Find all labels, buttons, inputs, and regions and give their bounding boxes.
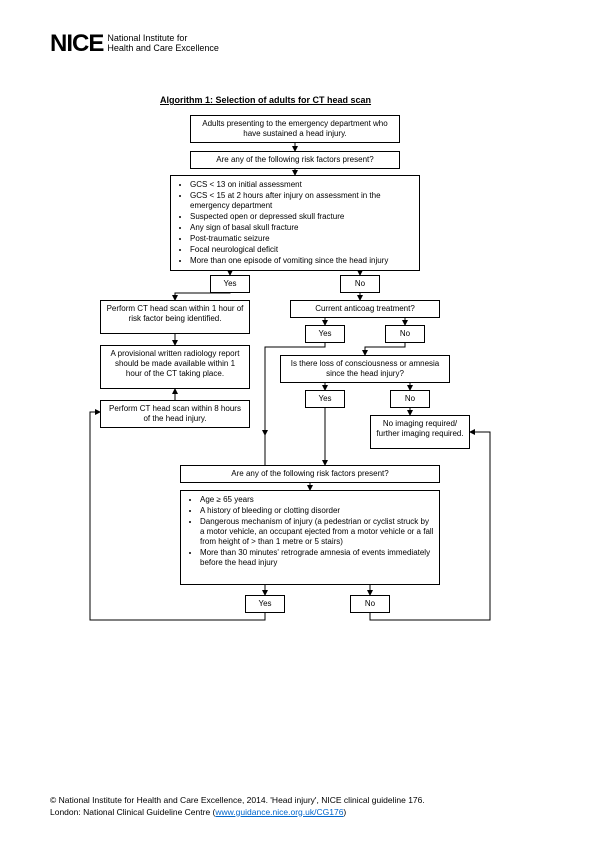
node-no2: No	[385, 325, 425, 343]
node-n4: Perform CT head scan within 1 hour of ri…	[100, 300, 250, 334]
logo-mark: NICE	[50, 30, 103, 58]
node-yes3: Yes	[305, 390, 345, 408]
node-n7: Is there loss of consciousness or amnesi…	[280, 355, 450, 383]
logo-text: National Institute for Health and Care E…	[107, 34, 219, 54]
node-no4: No	[350, 595, 390, 613]
node-no1: No	[340, 275, 380, 293]
node-yes4: Yes	[245, 595, 285, 613]
node-yes2: Yes	[305, 325, 345, 343]
node-n3: GCS < 13 on initial assessmentGCS < 15 a…	[170, 175, 420, 271]
node-n9: No imaging required/ further imaging req…	[370, 415, 470, 449]
footer-citation: © National Institute for Health and Care…	[50, 795, 550, 818]
node-n8: Perform CT head scan within 8 hours of t…	[100, 400, 250, 428]
flowchart: Adults presenting to the emergency depar…	[80, 115, 510, 685]
node-n2: Are any of the following risk factors pr…	[190, 151, 400, 169]
node-yes1: Yes	[210, 275, 250, 293]
node-n1: Adults presenting to the emergency depar…	[190, 115, 400, 143]
guidance-link[interactable]: www.guidance.nice.org.uk/CG176	[215, 807, 343, 817]
nice-logo: NICE National Institute for Health and C…	[50, 30, 219, 58]
node-n10: Are any of the following risk factors pr…	[180, 465, 440, 483]
node-n5: Current anticoag treatment?	[290, 300, 440, 318]
node-n11: Age ≥ 65 yearsA history of bleeding or c…	[180, 490, 440, 585]
node-no3: No	[390, 390, 430, 408]
node-n6: A provisional written radiology report s…	[100, 345, 250, 389]
algorithm-title: Algorithm 1: Selection of adults for CT …	[160, 95, 371, 105]
